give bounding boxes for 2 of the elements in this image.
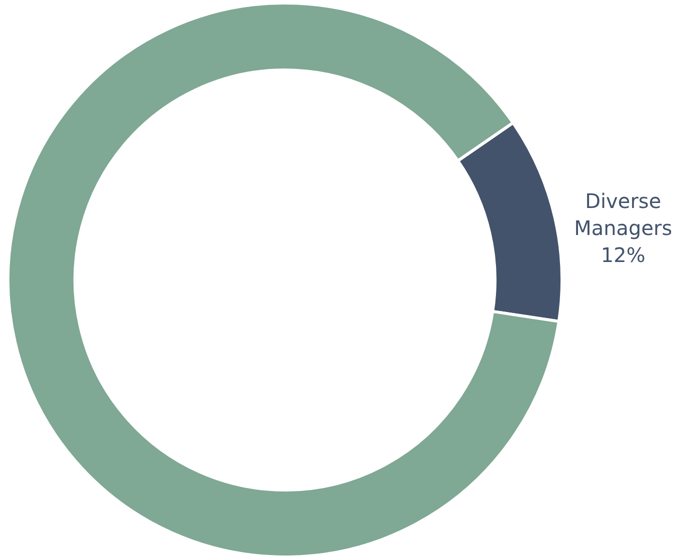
data-label: 12% [600, 242, 646, 267]
slice-label: Diverse Managers [574, 188, 672, 240]
